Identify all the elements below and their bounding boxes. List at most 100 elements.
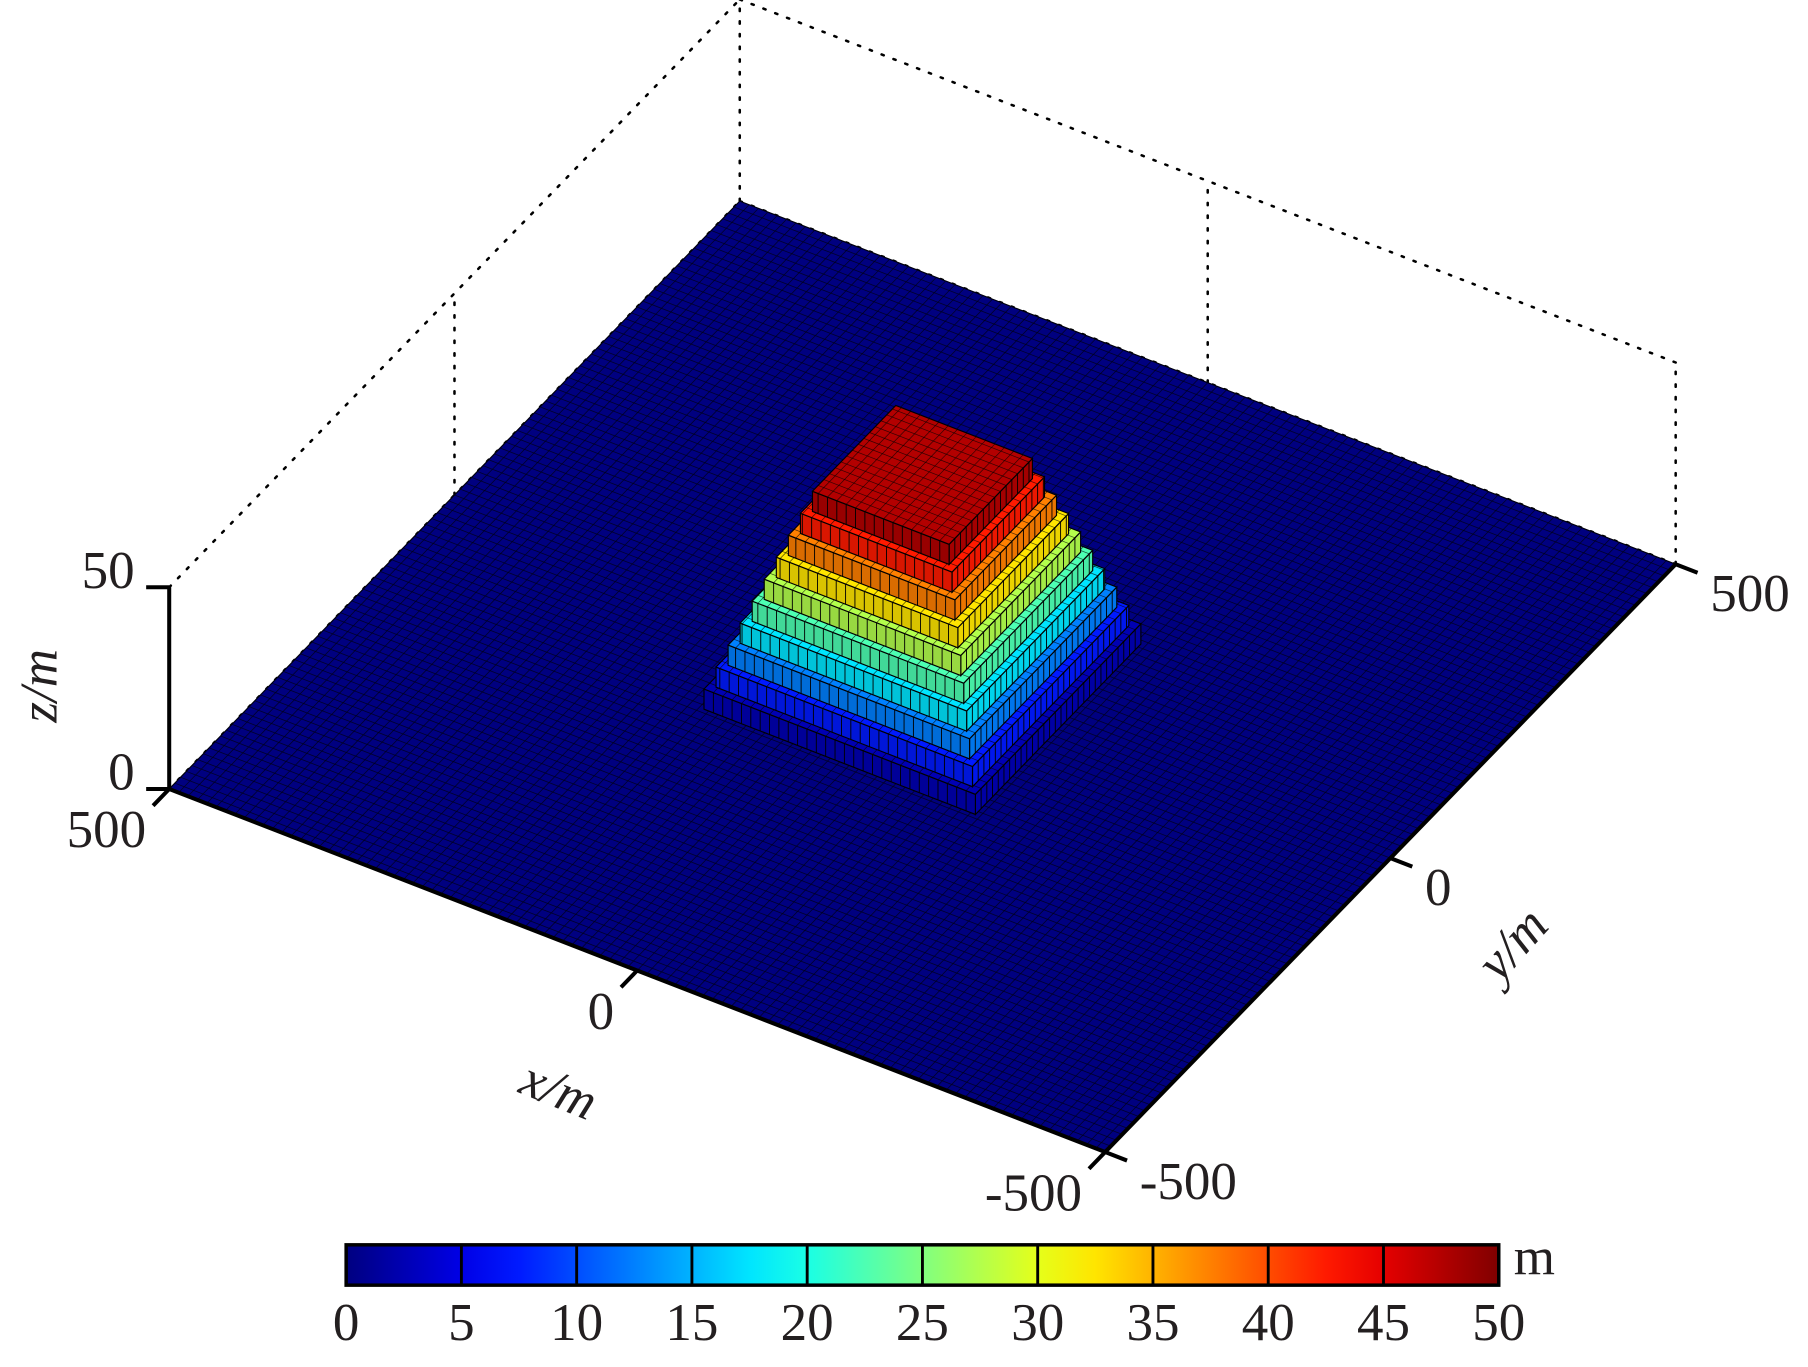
- colorbar-tick-label: 20: [781, 1294, 834, 1352]
- mesh-line: [682, 259, 1619, 624]
- mesh-line: [659, 283, 1596, 647]
- level-top: [811, 404, 1034, 545]
- mesh-line: [281, 244, 853, 833]
- mesh-line: [318, 258, 890, 848]
- mesh-line: [243, 229, 815, 819]
- x-axis-label: x/m: [512, 1049, 606, 1132]
- mesh-line: [262, 237, 834, 826]
- mesh-line: [365, 277, 937, 866]
- mesh-line: [271, 240, 843, 830]
- mesh-line: [648, 294, 1585, 659]
- mesh-line: [234, 226, 806, 815]
- mesh-line: [619, 324, 1557, 689]
- mesh-line: [939, 454, 1024, 541]
- mesh-line: [864, 425, 949, 512]
- mesh-line: [886, 414, 1024, 469]
- mesh-line: [902, 440, 986, 527]
- mesh-line: [309, 255, 881, 844]
- mesh-line: [930, 450, 1014, 538]
- colorbar-tick-label: 0: [333, 1294, 360, 1352]
- level: [811, 404, 1034, 566]
- grid-line: [738, 0, 1677, 364]
- mesh-line: [665, 277, 1602, 641]
- mesh-line: [845, 418, 930, 505]
- mesh-line: [384, 284, 956, 873]
- mesh-line: [642, 300, 1579, 665]
- mesh-line: [739, 200, 1676, 565]
- y-tick: [1674, 562, 1699, 575]
- mesh-line: [215, 219, 787, 808]
- mesh-line: [827, 411, 911, 498]
- y-axis-label: y/m: [1462, 896, 1560, 995]
- colorbar-tick-label: 35: [1126, 1294, 1179, 1352]
- mesh-line: [602, 341, 1539, 706]
- colorbar-tick-label: 5: [448, 1294, 475, 1352]
- mesh-line: [855, 421, 940, 509]
- y-tick: [1389, 856, 1414, 869]
- mesh-line: [852, 449, 990, 504]
- mesh-line: [829, 473, 967, 527]
- mesh-line: [857, 443, 995, 498]
- mesh-line: [818, 485, 955, 539]
- y-tick: [1104, 1150, 1128, 1163]
- mesh-line: [836, 414, 921, 501]
- mesh-line: [835, 467, 973, 522]
- mesh-line: [402, 291, 975, 881]
- mesh-line: [728, 212, 1665, 577]
- colorbar-tick-label: 40: [1242, 1294, 1295, 1352]
- mesh-line: [846, 455, 984, 510]
- mesh-line: [253, 233, 825, 822]
- mesh-line: [817, 407, 902, 494]
- mesh-line: [299, 251, 872, 841]
- mesh-line: [654, 288, 1591, 653]
- mesh-line: [722, 218, 1659, 583]
- z-axis-label: z/m: [10, 649, 68, 724]
- mesh-line: [356, 273, 928, 862]
- mesh-line: [636, 306, 1574, 671]
- mesh-line: [206, 215, 778, 804]
- x-tick-label: -500: [985, 1164, 1082, 1222]
- mesh-line: [892, 436, 977, 523]
- mesh-line: [911, 443, 996, 531]
- mesh-line: [823, 479, 961, 533]
- mesh-line: [290, 248, 862, 837]
- x-tick: [151, 787, 171, 808]
- mesh-line: [733, 206, 1671, 571]
- mesh-line: [608, 335, 1545, 700]
- y-tick-label: 0: [1425, 859, 1452, 917]
- mesh-line: [614, 330, 1551, 694]
- mesh-line: [873, 429, 958, 516]
- x-tick-label: 500: [67, 801, 147, 859]
- y-tick-label: 500: [1710, 565, 1790, 623]
- mesh-line: [346, 269, 918, 859]
- mesh-line: [863, 438, 1001, 492]
- mesh-line: [421, 298, 993, 888]
- x-tick: [1087, 1150, 1107, 1171]
- mesh-line: [337, 266, 909, 855]
- mesh-line: [883, 432, 968, 520]
- mesh-line: [892, 408, 1030, 463]
- x-tick: [619, 969, 639, 989]
- mesh-line: [711, 230, 1648, 594]
- colorbar-tick-label: 50: [1472, 1294, 1525, 1352]
- mesh-line: [196, 211, 769, 801]
- colorbar-tick-label: 25: [896, 1294, 949, 1352]
- mesh-line: [328, 262, 900, 851]
- mesh-line: [688, 253, 1625, 618]
- mesh-line: [374, 280, 946, 870]
- mesh-line: [631, 312, 1568, 677]
- mesh-line: [716, 224, 1653, 589]
- colorbar-tick-label: 30: [1011, 1294, 1064, 1352]
- mesh-line: [875, 426, 1012, 480]
- colorbar-tick-label: 15: [665, 1294, 718, 1352]
- mesh-line: [920, 447, 1005, 534]
- colorbar-tick-label: 10: [550, 1294, 603, 1352]
- mesh-line: [880, 420, 1018, 475]
- mesh-line: [869, 432, 1007, 486]
- mesh-line: [440, 306, 1012, 895]
- x-tick-label: 0: [588, 983, 615, 1041]
- mesh-line: [187, 208, 759, 797]
- mesh-line: [693, 247, 1631, 612]
- mesh-line: [178, 204, 750, 793]
